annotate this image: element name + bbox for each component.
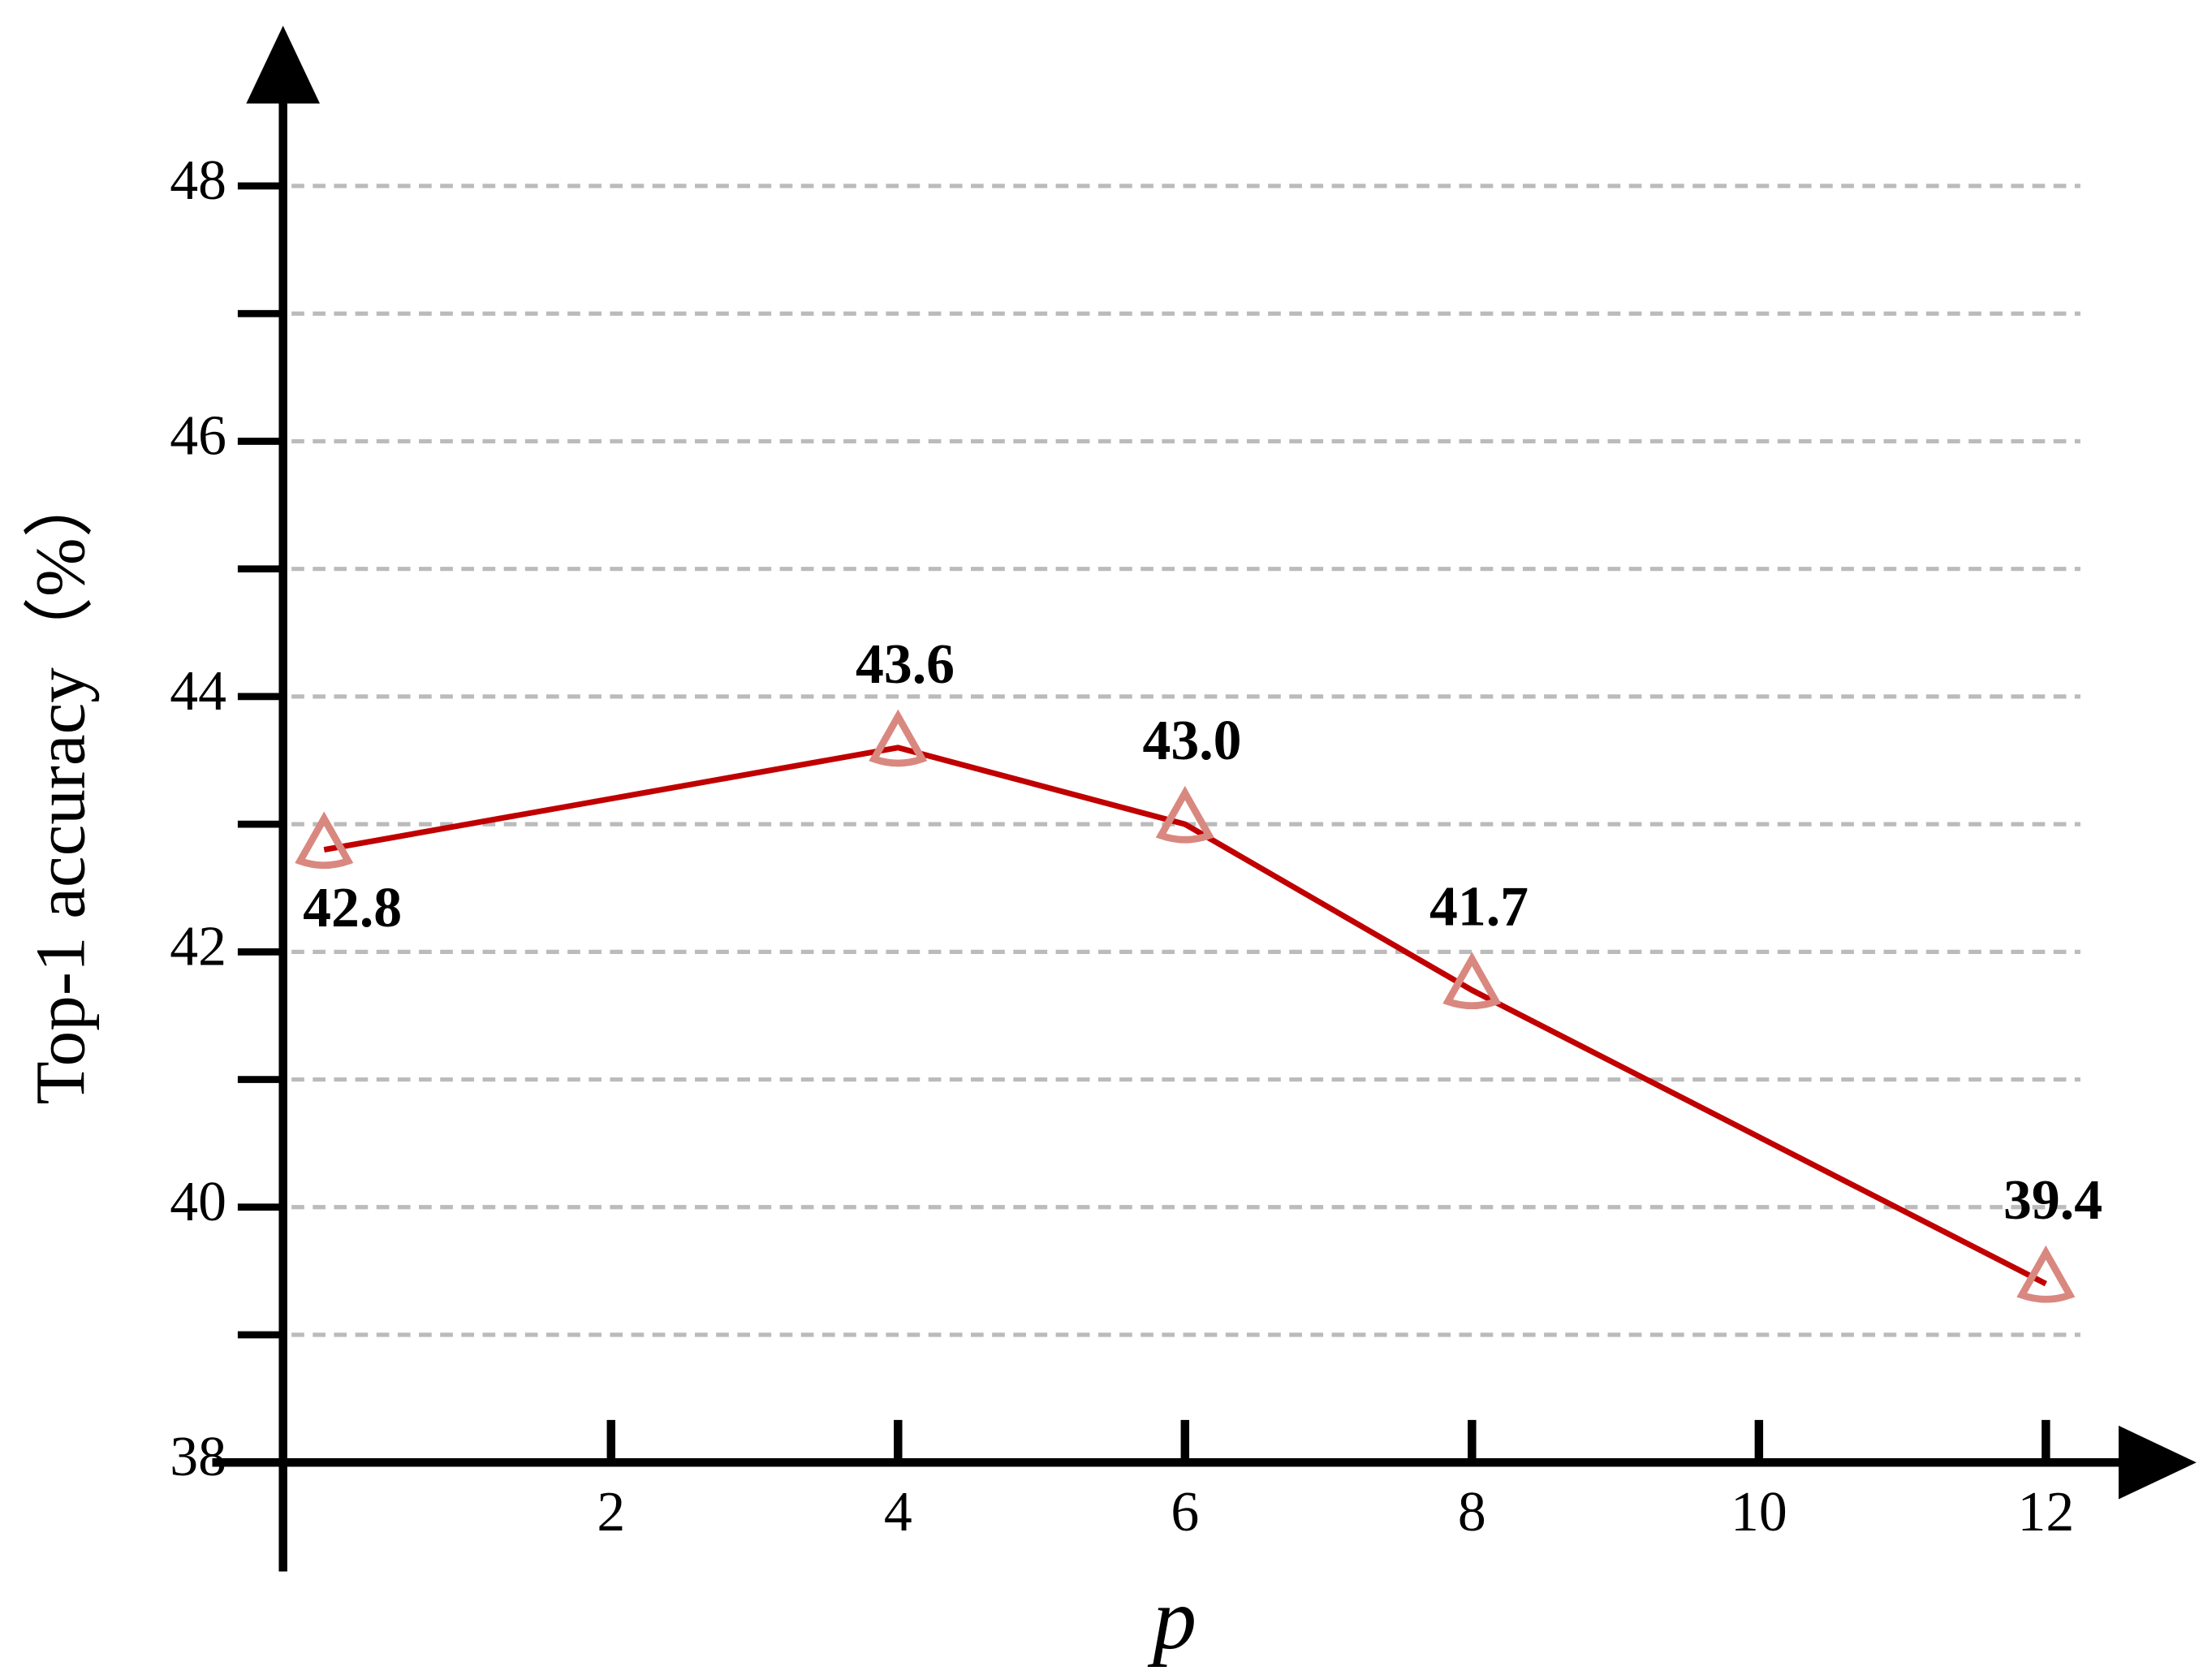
x-tick-label: 10 <box>1731 1481 1787 1543</box>
marker <box>869 709 928 767</box>
marker <box>1155 785 1214 844</box>
y-tick-label: 42 <box>170 915 226 978</box>
y-tick-label: 48 <box>170 149 226 212</box>
marker <box>295 811 354 870</box>
x-tick-label: 8 <box>1458 1481 1486 1543</box>
y-tick-label: 38 <box>170 1426 226 1488</box>
data-label: 43.0 <box>1143 710 1242 772</box>
data-label: 42.8 <box>303 877 402 939</box>
y-tick-label: 46 <box>170 404 226 467</box>
data-label: 43.6 <box>856 633 955 696</box>
x-axis-label: p <box>1147 1571 1197 1668</box>
data-label: 39.4 <box>2003 1169 2102 1232</box>
x-axis-arrow <box>2118 1425 2197 1500</box>
x-tick-label: 12 <box>2017 1481 2074 1543</box>
data-label: 41.7 <box>1429 876 1529 939</box>
x-tick-label: 2 <box>597 1481 625 1543</box>
marker <box>2016 1245 2076 1303</box>
y-axis-label: Top-1 accuracy（%） <box>21 467 100 1104</box>
line <box>323 745 2047 1287</box>
x-tick-label: 6 <box>1171 1481 1199 1543</box>
y-tick-label: 40 <box>170 1171 226 1233</box>
marker <box>1442 952 1502 1010</box>
x-tick-label: 4 <box>884 1481 912 1543</box>
y-axis-arrow <box>246 25 321 104</box>
y-tick-label: 44 <box>170 660 226 723</box>
